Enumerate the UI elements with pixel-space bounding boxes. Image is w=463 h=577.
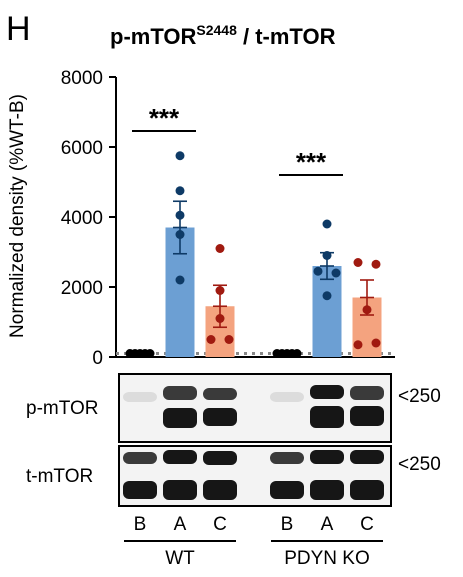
data-point (175, 186, 185, 196)
data-point (175, 230, 185, 239)
blot-band (203, 408, 237, 426)
lane-label: A (321, 514, 334, 535)
data-point (353, 340, 363, 350)
data-point (206, 335, 216, 344)
data-point (175, 275, 185, 285)
blot-band (310, 480, 344, 500)
blot-band (270, 481, 304, 499)
group-label: PDYN KO (284, 548, 370, 569)
y-tick-label: 4000 (61, 208, 103, 229)
blot-band (163, 386, 197, 400)
data-point (215, 286, 225, 295)
blot-label-p-mtor: p-mTOR (26, 398, 98, 419)
significance-stars: *** (296, 147, 327, 177)
y-tick-label: 0 (92, 348, 103, 369)
blot-band (350, 386, 384, 400)
blot-mw-p-mtor: <250 (398, 386, 441, 407)
blot-band (123, 481, 157, 499)
blot-band (270, 452, 304, 464)
data-point (362, 305, 372, 315)
blot-band (203, 480, 237, 500)
blot-band (203, 451, 237, 465)
data-point (224, 335, 234, 344)
lane-label: C (360, 514, 374, 535)
lane-label: B (281, 514, 294, 535)
data-point (322, 219, 332, 229)
blot-band (310, 450, 344, 464)
blot-band (163, 480, 197, 500)
title-suffix: / t-mTOR (237, 24, 336, 49)
blot-t-mtor (118, 445, 392, 507)
data-point (145, 349, 155, 358)
blot-band (350, 480, 384, 500)
data-point (215, 244, 225, 253)
data-point (371, 338, 381, 348)
y-axis-label: Normalized density (%WT-B) (7, 94, 28, 338)
group-labels: WT PDYN KO (124, 540, 383, 569)
blot-band (270, 392, 304, 402)
blot-p-mtor (118, 373, 392, 443)
bars (125, 151, 382, 358)
lane-label: A (174, 514, 187, 535)
chart-title: p-mTORS2448 / t-mTOR (110, 22, 336, 49)
blot-band (310, 385, 344, 399)
significance-stars: *** (149, 103, 180, 133)
y-tick-label: 6000 (61, 138, 103, 159)
blot-band (350, 450, 384, 464)
data-point (322, 291, 332, 301)
data-point (371, 259, 381, 269)
title-superscript: S2448 (196, 22, 237, 38)
significance-annotations: *** *** (132, 103, 343, 177)
data-point (292, 349, 302, 358)
y-ticks: 0 2000 4000 6000 8000 (61, 68, 116, 369)
y-tick-label: 8000 (61, 68, 103, 89)
blot-band (203, 388, 237, 400)
data-point (175, 210, 185, 220)
blot-band (310, 406, 344, 428)
data-point (215, 314, 225, 323)
blot-band (350, 406, 384, 426)
data-point (175, 151, 185, 161)
blot-band (163, 450, 197, 464)
lane-label: C (213, 514, 227, 535)
data-point (353, 258, 363, 267)
blot-label-t-mtor: t-mTOR (26, 466, 93, 487)
blot-band (123, 392, 157, 402)
blot-mw-t-mtor: <250 (398, 454, 441, 475)
data-point (322, 251, 332, 260)
y-tick-label: 2000 (61, 278, 103, 299)
bar (312, 266, 342, 357)
group-label: WT (165, 548, 195, 569)
blot-band (163, 408, 197, 428)
lane-label: B (134, 514, 147, 535)
title-main: p-mTOR (110, 24, 196, 49)
panel-letter: H (6, 10, 31, 48)
data-point (313, 266, 323, 276)
data-point (331, 268, 341, 278)
blot-band (123, 452, 157, 464)
